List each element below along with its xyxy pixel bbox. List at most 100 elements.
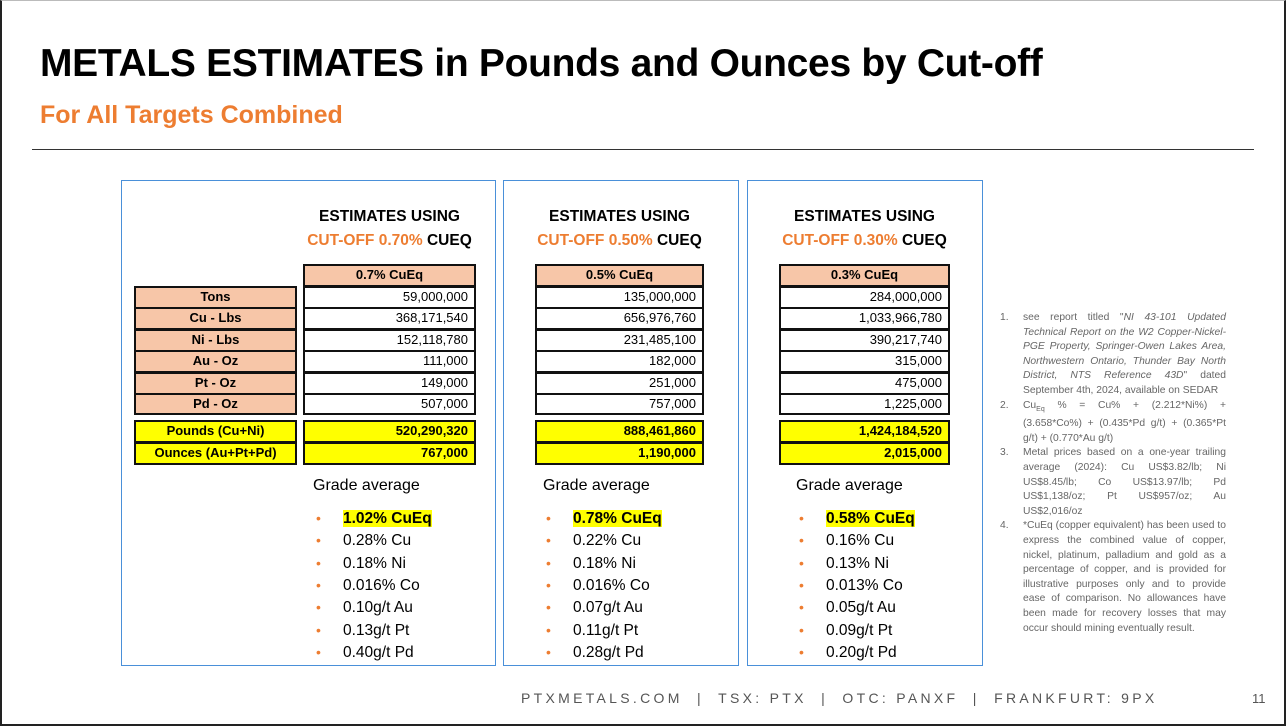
bullet-icon: • — [316, 510, 321, 526]
grade-item: • 0.016% Co — [316, 577, 420, 595]
bullet-icon: • — [799, 599, 804, 616]
table-cell: 111,000 — [303, 350, 476, 373]
bullet-icon: • — [799, 532, 804, 549]
grade-item: • 1.02% CuEq — [316, 510, 432, 528]
grade-item: • 0.78% CuEq — [546, 510, 662, 528]
bullet-icon: • — [799, 510, 804, 526]
row-label: Tons — [134, 286, 297, 309]
table-cell: 152,118,780 — [303, 329, 476, 352]
table-cell: 656,976,760 — [535, 307, 704, 330]
cutoff-unit: CUEQ — [901, 232, 947, 249]
footnote: 2. CuEq % = Cu% + (2.212*Ni%) + (3.658*Co… — [998, 399, 1226, 447]
bullet-icon: • — [799, 576, 804, 593]
estimate-panel — [503, 180, 739, 666]
grade-value: 0.28g/t Pd — [573, 643, 644, 661]
panel-title-line2: CUT-OFF 0.30% CUEQ — [759, 229, 970, 253]
table-cell: 390,217,740 — [779, 329, 950, 352]
panel-title: ESTIMATES USING CUT-OFF 0.70% CUEQ — [283, 205, 496, 253]
grade-item: • 0.28% Cu — [316, 532, 412, 550]
grade-item: • 0.22% Cu — [546, 532, 642, 550]
estimate-panel — [121, 180, 496, 666]
grade-value: 0.07g/t Au — [573, 599, 643, 617]
footnote-text: Metal prices based on a one-year trailin… — [1023, 447, 1226, 517]
grade-average-label: Grade average — [543, 477, 650, 494]
row-label: Cu - Lbs — [134, 307, 297, 330]
grade-item: • 0.09g/t Pt — [799, 622, 892, 640]
footnote: 3. Metal prices based on a one-year trail… — [998, 446, 1226, 519]
grade-value: 1.02% CuEq — [343, 510, 432, 527]
table-cell: 757,000 — [535, 393, 704, 415]
grade-value: 0.28% Cu — [343, 532, 412, 550]
footnote-text: *CuEq (copper equivalent) has been used … — [1023, 520, 1226, 634]
cutoff-unit: CUEQ — [426, 232, 472, 249]
table-cell: 59,000,000 — [303, 286, 476, 309]
panel-title-line1: ESTIMATES USING — [319, 208, 460, 225]
table-cell: 507,000 — [303, 393, 476, 415]
grade-value: 0.18% Ni — [343, 554, 406, 572]
footnote: 4. *CuEq (copper equivalent) has been use… — [998, 519, 1226, 636]
footnote-report-title: NI 43-101 Updated Technical Report on th… — [1023, 312, 1226, 382]
cutoff-value: CUT-OFF 0.70% — [307, 232, 423, 249]
total-cell: 520,290,320 — [303, 420, 476, 443]
slide-title: METALS ESTIMATES in Pounds and Ounces by… — [40, 42, 1043, 85]
footnote-subscript: Eq — [1036, 405, 1045, 413]
total-label: Ounces (Au+Pt+Pd) — [134, 442, 297, 465]
grade-item: • 0.40g/t Pd — [316, 644, 414, 662]
grade-item: • 0.58% CuEq — [799, 510, 915, 528]
grade-average-label: Grade average — [313, 477, 420, 494]
bullet-icon: • — [546, 621, 551, 638]
grade-value: 0.10g/t Au — [343, 599, 413, 617]
bullet-icon: • — [316, 554, 321, 571]
estimate-panel — [747, 180, 983, 666]
bullet-icon: • — [799, 643, 804, 660]
row-label: Ni - Lbs — [134, 329, 297, 352]
bullet-icon: • — [546, 643, 551, 660]
total-label: Pounds (Cu+Ni) — [134, 420, 297, 443]
grade-item: • 0.10g/t Au — [316, 599, 413, 617]
cutoff-value: CUT-OFF 0.30% — [782, 232, 898, 249]
divider — [32, 149, 1254, 150]
grade-item: • 0.07g/t Au — [546, 599, 643, 617]
bullet-icon: • — [316, 621, 321, 638]
bullet-icon: • — [316, 643, 321, 660]
table-cell: 368,171,540 — [303, 307, 476, 330]
footnote-number: 3. — [1000, 447, 1009, 459]
bullet-icon: • — [316, 599, 321, 616]
grade-item: • 0.18% Ni — [546, 555, 636, 573]
table-cell: 284,000,000 — [779, 286, 950, 309]
bullet-icon: • — [546, 554, 551, 571]
column-header: 0.3% CuEq — [779, 264, 950, 287]
bullet-icon: • — [316, 576, 321, 593]
row-label: Pd - Oz — [134, 393, 297, 415]
table-cell: 135,000,000 — [535, 286, 704, 309]
bullet-icon: • — [546, 576, 551, 593]
table-cell: 315,000 — [779, 350, 950, 373]
bullet-icon: • — [546, 532, 551, 549]
bullet-icon: • — [546, 599, 551, 616]
footnote-text: " dated September 4th, 2024, available o… — [1023, 370, 1226, 396]
footnote-text: % = Cu% + (2.212*Ni%) + (3.658*Co%) + (0… — [1023, 399, 1226, 444]
panel-title-line1: ESTIMATES USING — [549, 208, 690, 225]
table-cell: 149,000 — [303, 372, 476, 395]
footnotes: 1. see report titled "NI 43-101 Updated T… — [998, 311, 1226, 636]
grade-item: • 0.11g/t Pt — [546, 622, 638, 640]
table-cell: 182,000 — [535, 350, 704, 373]
grade-item: • 0.18% Ni — [316, 554, 406, 573]
grade-item: • 0.16% Cu — [799, 532, 895, 550]
table-cell: 1,225,000 — [779, 393, 950, 415]
footnote-text: see report titled " — [1023, 312, 1124, 323]
column-header: 0.5% CuEq — [535, 264, 704, 287]
grade-value: 0.13% Ni — [826, 554, 889, 572]
total-cell: 1,190,000 — [535, 442, 704, 465]
footnote-number: 1. — [1000, 312, 1009, 323]
total-cell: 888,461,860 — [535, 420, 704, 443]
grade-value: 0.016% Co — [573, 576, 650, 594]
grade-value: 0.58% CuEq — [826, 510, 915, 527]
table-cell: 1,033,966,780 — [779, 307, 950, 330]
grade-item: • 0.20g/t Pd — [799, 644, 897, 662]
grade-value: 0.16% Cu — [826, 532, 895, 550]
grade-value: 0.013% Co — [826, 576, 903, 594]
footnote: 1. see report titled "NI 43-101 Updated T… — [998, 311, 1226, 399]
grade-value: 0.22% Cu — [573, 532, 642, 550]
table-cell: 475,000 — [779, 372, 950, 395]
